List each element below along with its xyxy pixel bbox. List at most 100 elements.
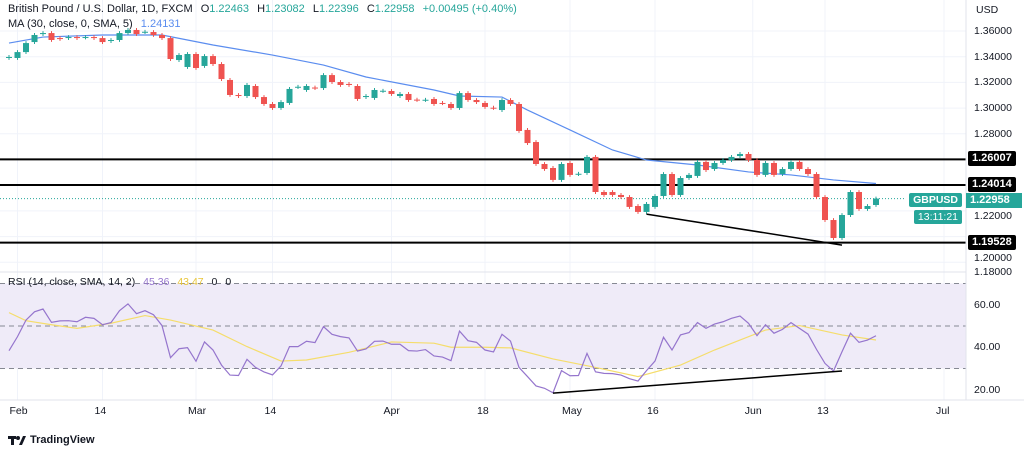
candle [830, 218, 837, 240]
candle-body [711, 162, 718, 170]
candle-body [244, 84, 250, 97]
high-label: H [257, 3, 266, 15]
candle [142, 29, 148, 34]
candle [116, 31, 123, 42]
candle [329, 73, 335, 84]
candle [473, 98, 480, 104]
candle-body [99, 38, 106, 43]
candle-body [150, 32, 157, 35]
candle-body [660, 174, 667, 196]
candle [720, 158, 726, 165]
level-tag: 1.19528 [968, 235, 1016, 250]
candle [873, 196, 879, 207]
tradingview-logo[interactable]: TradingView [8, 434, 95, 446]
candle [40, 31, 46, 37]
candle-body [550, 167, 556, 180]
level-tag: 1.26007 [968, 151, 1016, 166]
candle [677, 176, 684, 197]
candle [269, 102, 276, 110]
candle-body [805, 169, 811, 175]
candle [218, 62, 225, 81]
candle [422, 97, 429, 102]
candle [550, 166, 556, 182]
rsi-legend[interactable]: RSI (14, close, SMA, 14, 2) 45.36 43.47 … [8, 276, 236, 288]
candle-body [303, 85, 310, 90]
price-tick: 1.34000 [974, 51, 1012, 63]
candle-body [813, 174, 820, 198]
open-label: O [200, 3, 210, 15]
candle-body [473, 100, 480, 103]
candle [507, 98, 514, 106]
candle [524, 128, 531, 145]
candle-body [507, 100, 514, 104]
candle [31, 33, 38, 44]
candle [796, 160, 803, 171]
candle-body [737, 153, 743, 157]
price-trendline[interactable] [646, 213, 843, 246]
candle [805, 167, 811, 176]
candle [626, 195, 633, 209]
candle [643, 202, 650, 214]
candle-body [482, 102, 488, 107]
candle-body [193, 54, 199, 69]
time-tick: Feb [9, 405, 28, 417]
candle [278, 100, 284, 110]
candle-body [269, 103, 276, 108]
candle-body [465, 93, 471, 101]
candle [48, 31, 55, 42]
candle-body [439, 102, 446, 104]
candle-body [567, 162, 573, 175]
candle-body [40, 33, 46, 35]
candle [618, 193, 624, 199]
candle-body [873, 198, 879, 205]
candle [601, 190, 607, 197]
candle-body [159, 34, 165, 39]
candle-body [796, 161, 803, 170]
candle-body [261, 97, 267, 104]
ma-legend[interactable]: MA (30, close, 0, SMA, 5) 1.24131 [8, 18, 186, 30]
candle [822, 195, 828, 222]
candle-body [694, 161, 701, 176]
candle-body [422, 99, 429, 101]
candle-body [745, 153, 752, 161]
candle [516, 102, 522, 133]
candle-body [125, 29, 131, 34]
candle-body [218, 64, 225, 80]
ma30-line [8, 34, 877, 185]
horizontal-levels[interactable] [0, 158, 966, 244]
candle [575, 171, 582, 176]
candle-body [635, 206, 641, 212]
candle [159, 33, 165, 40]
time-tick: 16 [647, 405, 659, 417]
candle-body [363, 96, 369, 98]
time-tick: 14 [94, 405, 107, 417]
candle-body [558, 163, 565, 180]
candle [74, 35, 80, 40]
rsi-trendline[interactable] [552, 370, 843, 394]
candle [703, 160, 709, 172]
ma-label: MA (30, close, 0, SMA, 5) [8, 18, 133, 30]
candle-body [133, 29, 140, 35]
candle [652, 194, 658, 209]
candle [448, 102, 454, 110]
candle-body [499, 100, 505, 111]
candle [686, 172, 692, 180]
ohlc-low: L1.22396 [313, 3, 359, 15]
candle-body [703, 161, 709, 171]
candle-body [337, 82, 344, 85]
candle [193, 52, 199, 70]
candle [312, 85, 318, 90]
countdown: 13:11:21 [913, 210, 962, 224]
candle-body [456, 93, 463, 108]
candle [694, 160, 701, 178]
candle-body [771, 162, 777, 175]
ohlc-close: C1.22958 [367, 3, 415, 15]
candle [490, 105, 497, 110]
candle [235, 93, 242, 98]
candle [635, 204, 641, 214]
candle [414, 97, 420, 102]
candle-body [48, 33, 55, 40]
candle [244, 83, 250, 98]
candle-body [788, 161, 794, 170]
